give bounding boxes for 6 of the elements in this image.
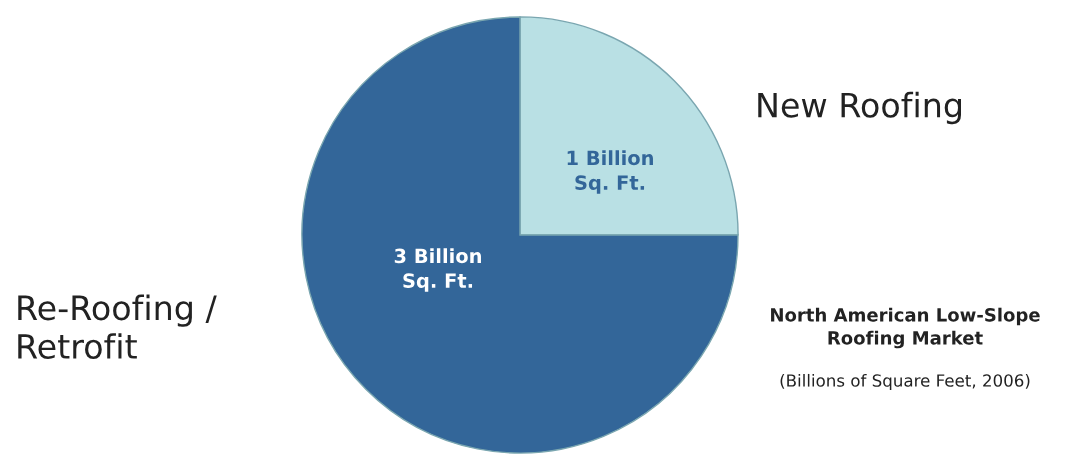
slice-label: Re-Roofing / Retrofit <box>18 294 217 359</box>
text: (Billions of Square Feet, 2006) <box>780 373 1030 391</box>
text: North American Low-Slope Roofing Market <box>771 307 1040 349</box>
data-label: 1 Billion Sq. Ft. <box>567 150 653 194</box>
data-label: 3 Billion Sq. Ft. <box>394 248 481 292</box>
slice-label: New Roofing <box>758 91 961 125</box>
